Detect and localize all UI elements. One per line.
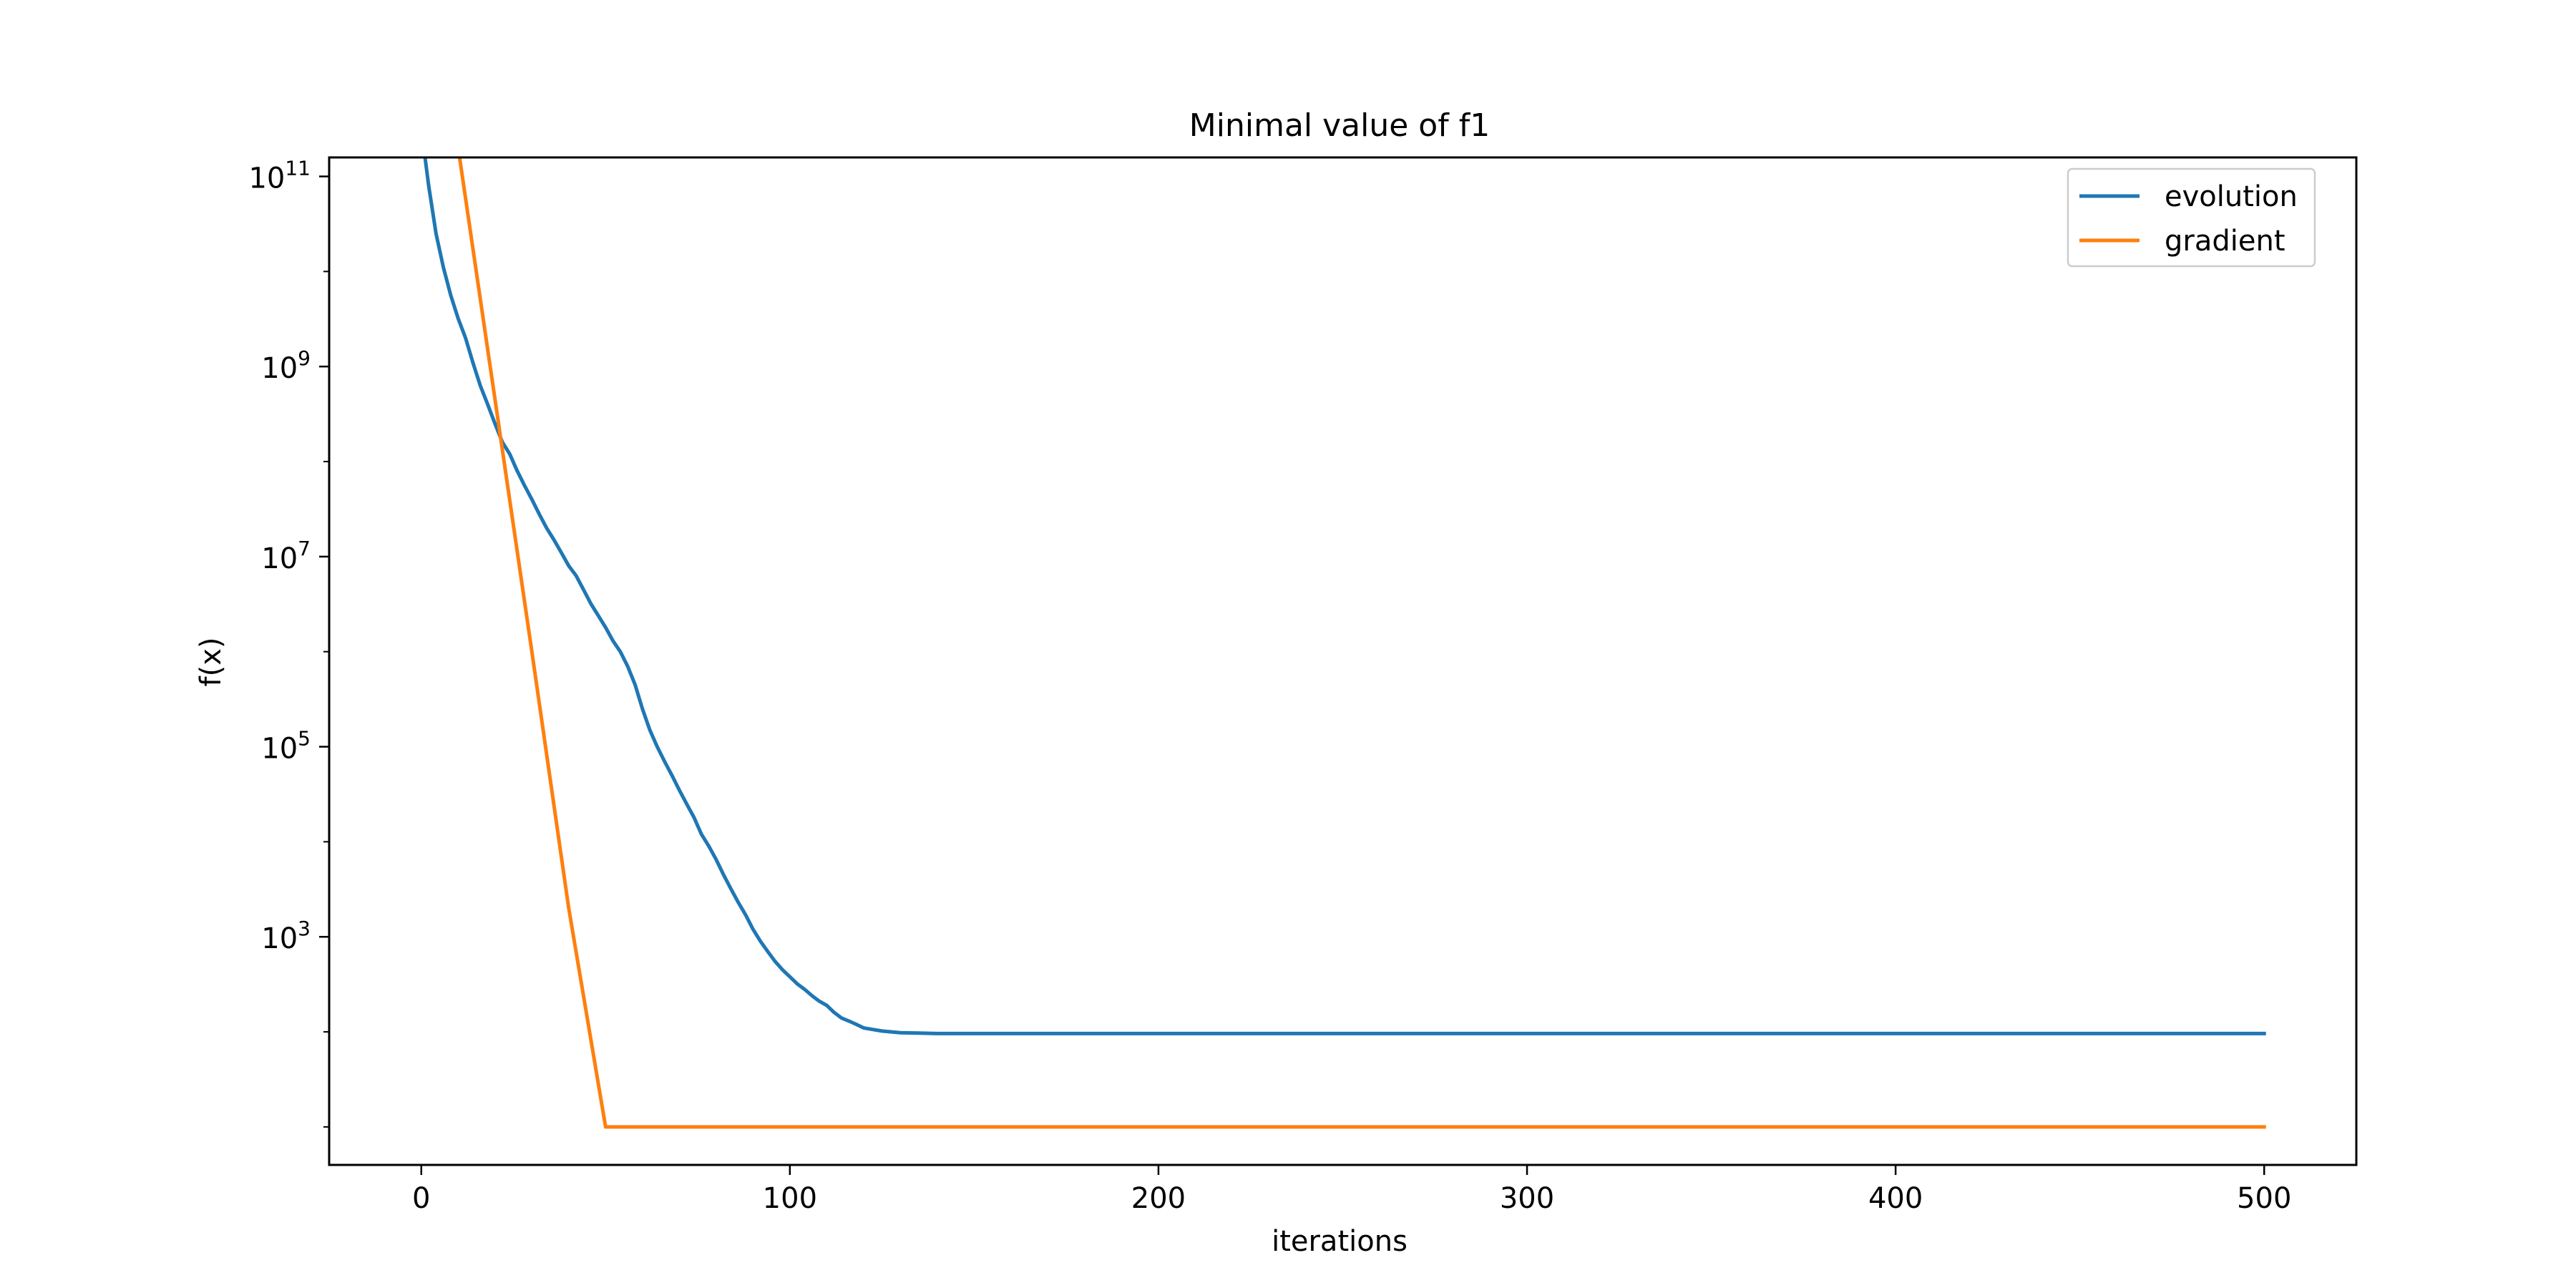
legend: evolution gradient <box>2067 167 2316 268</box>
series-line-evolution <box>423 157 2266 1035</box>
x-tick-label: 0 <box>412 1182 430 1215</box>
plot-frame <box>328 156 2358 1166</box>
chart-title: Minimal value of f1 <box>1189 107 1490 144</box>
y-tick-label: 103 <box>261 917 311 955</box>
series-line-gradient <box>457 157 2266 1129</box>
y-tick-label: 1011 <box>248 157 311 195</box>
x-tick-label: 300 <box>1500 1182 1554 1215</box>
x-tick-label: 400 <box>1868 1182 1923 1215</box>
x-tick-label: 500 <box>2237 1182 2291 1215</box>
y-tick-label: 105 <box>261 727 311 766</box>
x-tick-label: 200 <box>1131 1182 1186 1215</box>
legend-label-evolution: evolution <box>2165 180 2298 213</box>
y-axis-label: f(x) <box>195 638 228 687</box>
y-tick-label: 107 <box>261 537 311 575</box>
y-tick-label: 109 <box>261 346 311 385</box>
x-axis-label: iterations <box>1272 1225 1407 1258</box>
x-tick-label: 100 <box>763 1182 817 1215</box>
plot-area: 0 100 200 300 400 500 103 105 107 109 1011 <box>248 156 2358 1215</box>
legend-label-gradient: gradient <box>2165 225 2285 258</box>
